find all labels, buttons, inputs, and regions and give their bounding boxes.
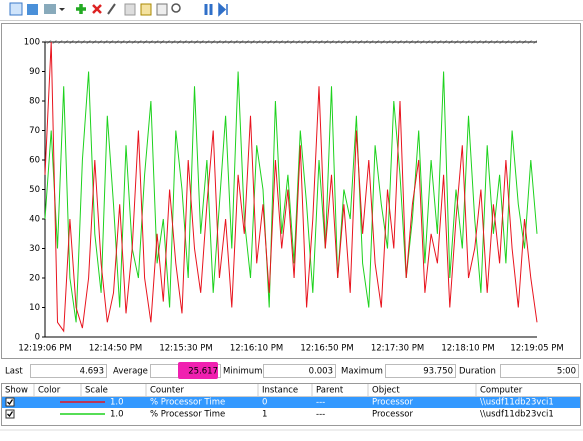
row-cell: 1.0 [110,398,124,408]
column-header[interactable]: Parent [316,386,344,396]
freeze-button[interactable] [204,4,213,15]
column-header[interactable]: Scale [85,386,108,396]
row-cell: --- [316,398,325,408]
zoom-button[interactable] [171,3,181,13]
properties-button[interactable] [156,3,168,16]
stat-value: 5:00 [557,367,576,377]
row-cell: 1 [262,410,267,420]
y-tick-label: 30 [29,244,40,254]
x-tick-label: 12:16:10 PM [230,344,283,354]
column-header[interactable]: Counter [150,386,184,396]
y-tick-label: 50 [29,185,40,195]
y-tick-label: 80 [29,97,40,107]
row-cell: Processor [372,410,413,420]
checkmark [7,399,14,406]
highlight-button[interactable] [107,3,116,15]
y-tick-label: 90 [29,67,40,77]
y-tick-label: 60 [29,156,40,166]
row-cell: --- [316,410,325,420]
stat-value: 25.617 [188,367,218,377]
column-header[interactable]: Show [5,386,28,396]
graph-frame [1,23,581,359]
x-tick-label: 12:19:05 PM [510,344,563,354]
stat-label: Maximum [341,367,383,377]
row-cell: % Processor Time [150,410,225,420]
stat-label: Minimum [223,367,262,377]
row-cell: 1.0 [110,410,124,420]
y-tick-label: 20 [29,274,40,284]
column-header[interactable]: Computer [480,386,523,396]
column-header[interactable]: Color [38,386,61,396]
y-tick-label: 70 [29,126,40,136]
row-highlight [2,397,580,408]
toolbar [0,0,583,21]
y-tick-label: 0 [35,333,40,343]
stat-label: Average [113,367,148,377]
delete-button[interactable] [92,4,102,14]
stat-label: Duration [459,367,496,377]
row-cell: % Processor Time [150,398,225,408]
y-tick-label: 100 [24,38,40,48]
row-cell: Processor [372,398,413,408]
highlight-mark [178,362,218,379]
show-checkbox[interactable] [5,397,15,407]
x-tick-label: 12:18:10 PM [441,344,494,354]
x-tick-label: 12:19:06 PM [18,344,71,354]
y-tick-label: 40 [29,215,40,225]
stat-value: 0.003 [309,367,333,377]
x-tick-label: 12:16:50 PM [300,344,353,354]
stat-value: 4.693 [80,367,104,377]
series-line [44,71,538,323]
update-button[interactable] [218,2,228,17]
stats-bar: Last 4.693 Average 25.617 Minimum 0.003 … [5,362,579,379]
row-cell: 0 [262,398,267,408]
show-checkbox[interactable] [5,409,15,419]
column-header[interactable]: Object [372,386,400,396]
x-tick-label: 12:14:50 PM [89,344,142,354]
dropdown-arrow[interactable] [59,8,65,11]
x-tick-label: 12:17:30 PM [371,344,424,354]
x-tick-label: 12:15:30 PM [159,344,212,354]
add-button[interactable] [76,4,86,14]
column-header[interactable]: Instance [262,386,298,396]
copy-button[interactable] [124,3,136,16]
series-line [44,41,538,333]
paste-button[interactable] [140,3,152,16]
change-graph-type-button[interactable] [44,4,56,14]
stat-value: 93.750 [423,367,453,377]
stat-label: Last [5,367,23,377]
view-graph-button[interactable] [9,2,23,16]
y-tick-label: 10 [29,303,40,313]
counter-row[interactable]: 1.0 % Processor Time 1 --- Processor \\usdf11… [5,409,554,420]
counter-row[interactable]: 1.0 % Processor Time 0 --- Processor \\usdf11… [2,397,580,408]
view-histogram-button[interactable] [27,4,38,15]
row-cell: \\usdf11db23vci1 [480,398,554,408]
row-cell: \\usdf11db23vci1 [480,410,554,420]
checkmark [7,411,14,418]
